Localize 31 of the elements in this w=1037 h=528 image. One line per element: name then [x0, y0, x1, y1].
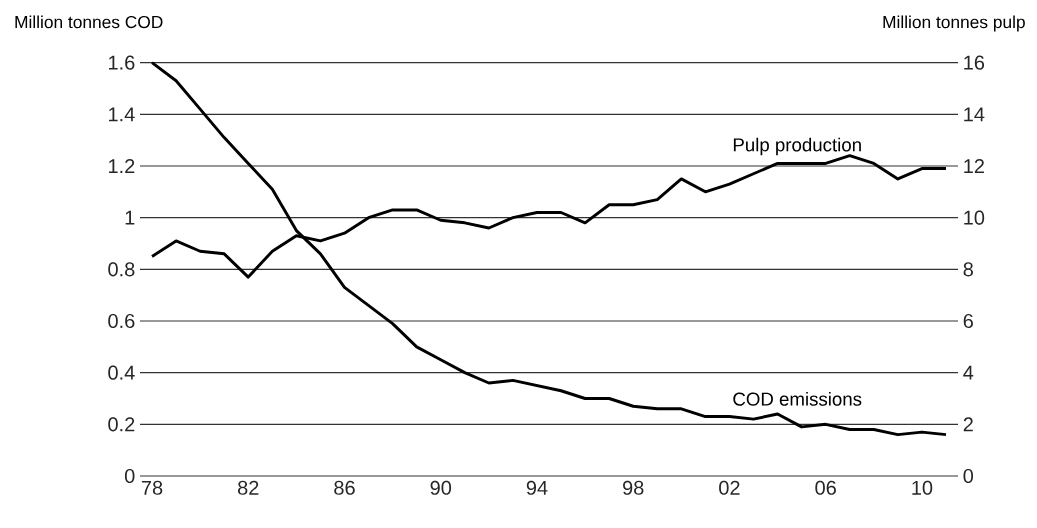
x-tick-label: 98 — [623, 480, 644, 495]
series-label: Pulp production — [733, 137, 861, 156]
y-tick-label: 0.4 — [108, 365, 135, 380]
y-tick-label: 0.6 — [108, 313, 135, 329]
y2-tick-label: 12 — [964, 159, 984, 173]
y2-tick-label: 14 — [964, 107, 985, 122]
y-tick-label: 1.2 — [109, 159, 135, 173]
y2-tick-label: 8 — [963, 262, 973, 277]
y-axis-title: Million tonnes COD — [15, 15, 163, 29]
x-tick-label: 90 — [430, 480, 452, 495]
x-tick-label: 86 — [334, 480, 355, 495]
y-tick-label: 0.2 — [108, 417, 135, 432]
y2-axis-title: Million tonnes pulp — [883, 15, 1025, 32]
y-tick-label: 1.6 — [109, 55, 135, 70]
x-tick-label: 10 — [912, 480, 933, 495]
y-tick-label: 1.4 — [109, 107, 135, 122]
y-tick-label: 0 — [124, 468, 135, 484]
x-tick-label: 06 — [815, 480, 836, 495]
x-tick-label: 78 — [141, 480, 163, 495]
y2-tick-label: 0 — [963, 468, 974, 484]
y2-tick-label: 10 — [964, 210, 985, 225]
x-tick-label: 02 — [719, 480, 740, 495]
y2-tick-label: 2 — [963, 417, 973, 432]
y-tick-label: 1 — [125, 210, 135, 225]
x-tick-label: 94 — [526, 480, 548, 495]
y2-tick-label: 16 — [964, 55, 985, 70]
y2-tick-label: 4 — [963, 365, 974, 380]
series-label: COD emissions — [733, 392, 862, 406]
y-tick-label: 0.8 — [108, 262, 135, 277]
y2-tick-label: 6 — [963, 313, 973, 329]
x-tick-label: 82 — [238, 480, 259, 495]
